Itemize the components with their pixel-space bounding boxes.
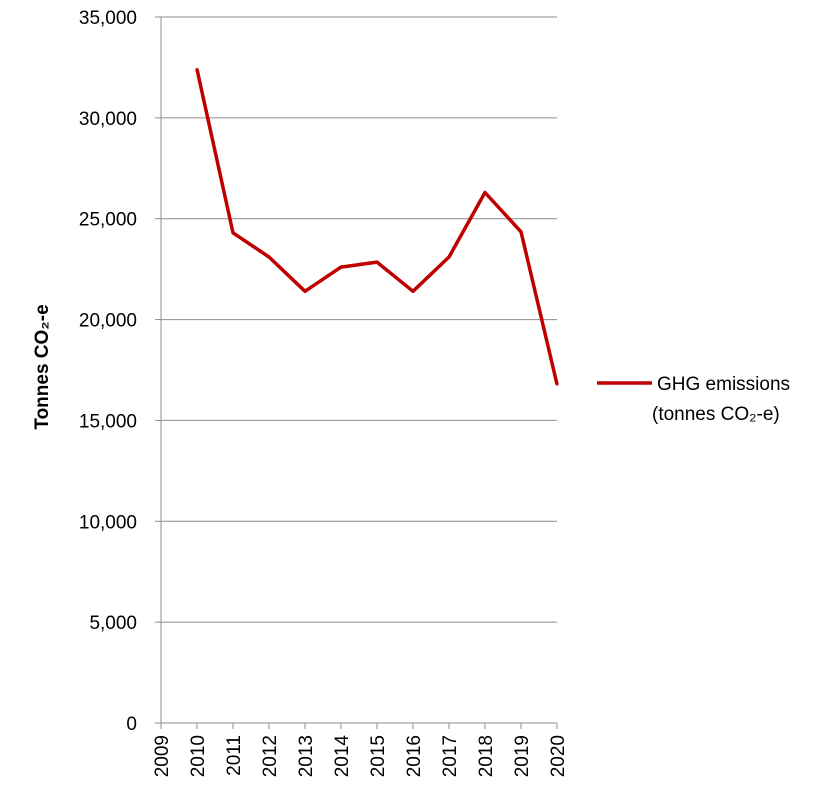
x-tick-label: 2014 [332, 735, 353, 778]
y-tick-label: 35,000 [79, 8, 137, 29]
gridlines [161, 16, 557, 623]
x-tick-label: 2010 [188, 735, 209, 777]
x-axis-ticks: 2009 2010 2011 2012 2013 2014 2015 2016 2017 2018… [152, 723, 569, 777]
y-tick-label: 25,000 [79, 210, 137, 231]
x-tick-label: 2020 [548, 735, 569, 777]
y-tick-label: 5,000 [89, 613, 137, 634]
y-tick-label: 30,000 [79, 109, 137, 130]
series-line [195, 69, 559, 385]
data-point [555, 382, 559, 386]
x-tick-label: 2013 [296, 735, 317, 777]
y-tick-label: 10,000 [79, 512, 137, 533]
x-tick-label: 2017 [440, 735, 461, 777]
x-tick-label: 2012 [260, 735, 281, 777]
data-point [195, 67, 199, 71]
legend-label-line-2: (tonnes CO₂-e) [652, 404, 780, 425]
x-tick-label: 2016 [404, 735, 425, 777]
y-tick-label: 15,000 [79, 411, 137, 432]
x-tick-label: 2015 [368, 735, 389, 777]
data-point [447, 255, 451, 259]
data-point [375, 260, 379, 264]
axes [160, 17, 557, 724]
y-tick-label: 0 [126, 714, 137, 735]
data-point [303, 289, 307, 293]
y-axis-ticks: 0 5,000 10,000 15,000 20,000 25,000 30,000 35,0… [79, 8, 161, 735]
data-point [483, 190, 487, 194]
data-point [231, 231, 235, 235]
x-tick-label: 2011 [224, 735, 245, 776]
data-point [339, 265, 343, 269]
x-tick-label: 2018 [476, 735, 497, 777]
data-point [519, 230, 523, 234]
y-tick-label: 20,000 [79, 311, 137, 332]
x-tick-label: 2019 [512, 735, 533, 777]
data-point [267, 255, 271, 259]
data-point [411, 289, 415, 293]
series-layer [195, 67, 559, 386]
legend-label-line-1: GHG emissions [657, 374, 790, 395]
y-axis-title: Tonnes CO₂-e [32, 304, 53, 429]
x-tick-label: 2009 [152, 735, 173, 777]
legend: GHG emissions (tonnes CO₂-e) [597, 374, 790, 425]
